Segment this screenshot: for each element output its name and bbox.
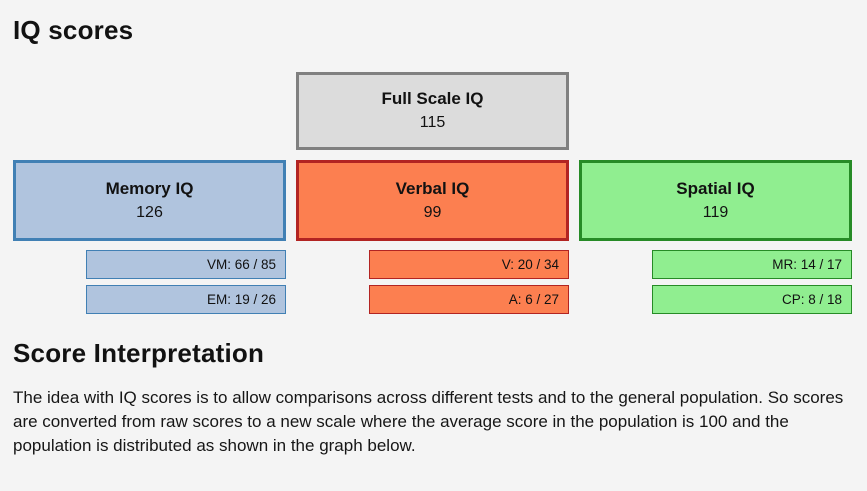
domain-row: Memory IQ 126 Verbal IQ 99 Spatial IQ 11… [13, 160, 852, 241]
subtest-bar-cp: CP: 8 / 18 [652, 285, 852, 314]
memory-iq-score: 126 [136, 203, 163, 221]
interpretation-paragraph: The idea with IQ scores is to allow comp… [13, 388, 844, 455]
verbal-iq-box: Verbal IQ 99 [296, 160, 569, 241]
subtest-row: VM: 66 / 85 EM: 19 / 26 V: 20 / 34 A: 6 … [13, 250, 852, 314]
verbal-iq-label: Verbal IQ [395, 178, 470, 198]
spatial-iq-box: Spatial IQ 119 [579, 160, 852, 241]
iq-score-diagram: Full Scale IQ 115 Memory IQ 126 Verbal I… [13, 72, 852, 314]
full-scale-iq-label: Full Scale IQ [381, 89, 484, 109]
full-scale-iq-box: Full Scale IQ 115 [296, 72, 569, 150]
memory-subtests: VM: 66 / 85 EM: 19 / 26 [13, 250, 286, 314]
subtest-bar-vm: VM: 66 / 85 [86, 250, 286, 279]
spacer [579, 72, 852, 150]
subtest-bar-v: V: 20 / 34 [369, 250, 569, 279]
subtest-bar-mr: MR: 14 / 17 [652, 250, 852, 279]
verbal-subtests: V: 20 / 34 A: 6 / 27 [296, 250, 569, 314]
page-title: IQ scores [13, 15, 134, 45]
full-scale-row: Full Scale IQ 115 [13, 72, 852, 150]
full-scale-iq-score: 115 [419, 114, 446, 132]
subtest-bar-em: EM: 19 / 26 [86, 285, 286, 314]
verbal-iq-score: 99 [423, 203, 442, 221]
spatial-subtests: MR: 14 / 17 CP: 8 / 18 [579, 250, 852, 314]
spatial-iq-label: Spatial IQ [676, 178, 755, 198]
subtest-bar-a: A: 6 / 27 [369, 285, 569, 314]
section-title: Score Interpretation [13, 338, 265, 368]
spatial-iq-score: 119 [702, 203, 729, 221]
memory-iq-label: Memory IQ [105, 178, 194, 198]
spacer [13, 72, 286, 150]
memory-iq-box: Memory IQ 126 [13, 160, 286, 241]
